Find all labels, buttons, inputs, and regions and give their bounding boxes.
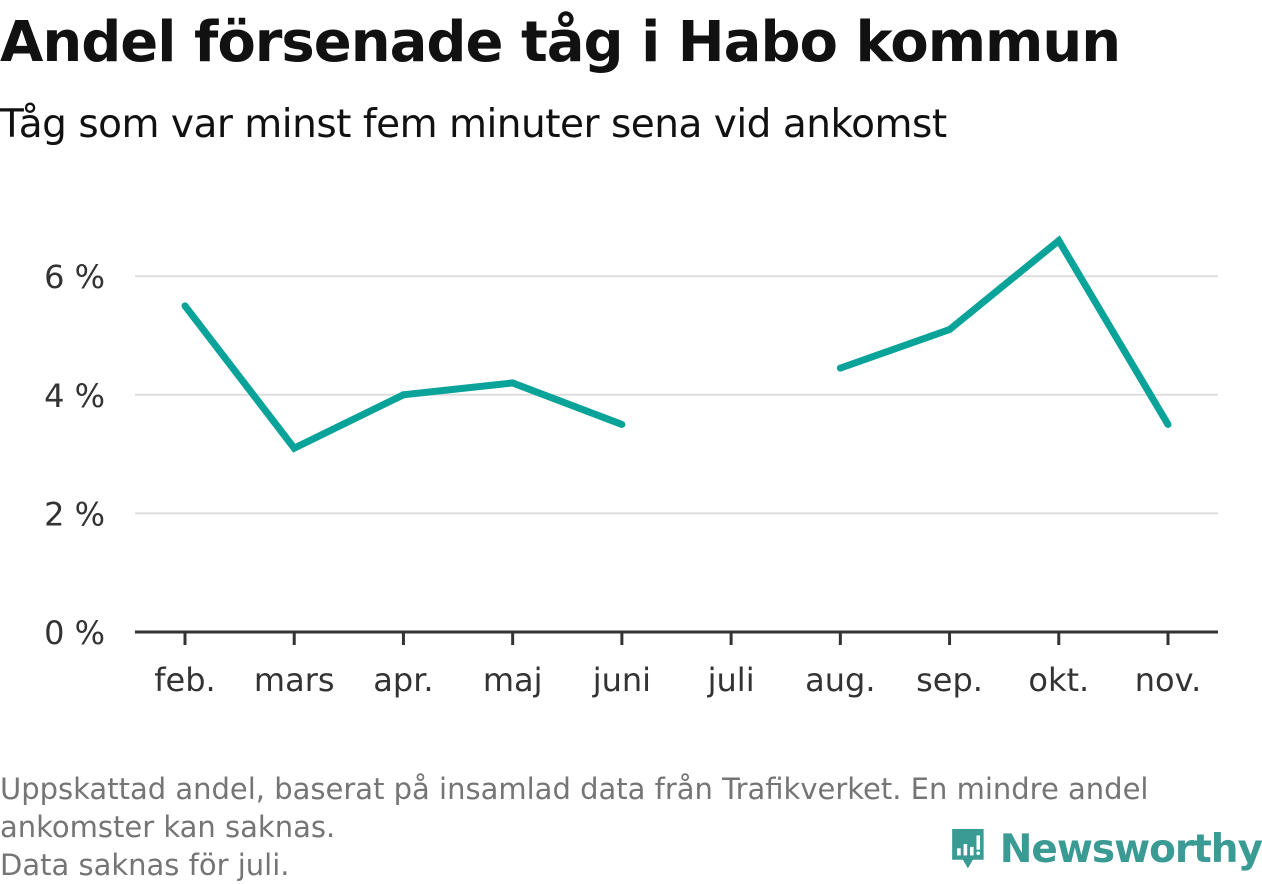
footnote-line: ankomster kan saknas.: [0, 810, 336, 844]
data-point: [290, 444, 298, 452]
data-point: [1164, 420, 1172, 428]
y-tick-label: 6 %: [44, 258, 105, 296]
series-line: [839, 235, 1172, 427]
y-tick-label: 2 %: [44, 495, 105, 533]
footnote-line: Uppskattad andel, baserat på insamlad da…: [0, 772, 1149, 806]
bar-chart-icon: [952, 828, 984, 869]
footnote: Uppskattad andel, baserat på insamlad da…: [0, 770, 1250, 884]
x-tick-label: feb.: [154, 661, 215, 699]
x-tick-label: apr.: [373, 661, 433, 699]
data-point: [509, 379, 517, 387]
x-tick-label: nov.: [1135, 661, 1201, 699]
x-tick-label: mars: [254, 661, 335, 699]
y-tick-label: 4 %: [44, 377, 105, 415]
x-tick-label: juli: [707, 661, 755, 699]
x-tick-label: maj: [483, 661, 543, 699]
x-tick-label: okt.: [1028, 661, 1089, 699]
data-point: [946, 326, 954, 334]
data-point: [836, 364, 844, 372]
footnote-line: Data saknas för juli.: [0, 848, 290, 882]
data-point: [181, 302, 189, 310]
data-point: [399, 391, 407, 399]
y-tick-label: 0 %: [44, 614, 105, 652]
brand-name: Newsworthy: [999, 826, 1262, 872]
data-point: [618, 420, 626, 428]
x-tick-label: aug.: [805, 661, 875, 699]
data-point: [1055, 237, 1063, 245]
x-tick-label: sep.: [916, 661, 983, 699]
series-line: [182, 303, 624, 453]
x-tick-label: juni: [592, 661, 651, 699]
brand-logo: Newsworthy: [950, 818, 1262, 880]
chart-title: Andel försenade tåg i Habo kommun: [0, 10, 1121, 75]
chart-subtitle: Tåg som var minst fem minuter sena vid a…: [0, 102, 947, 147]
